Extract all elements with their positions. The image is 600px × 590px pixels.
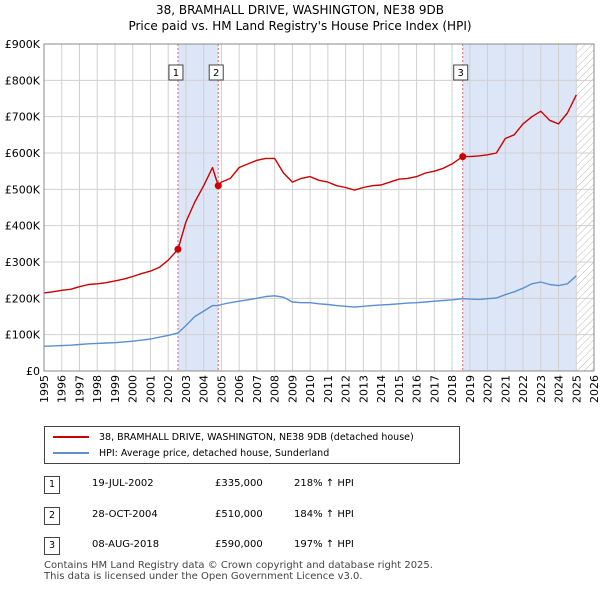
x-tick-label: 2025 [570, 375, 583, 403]
transaction-hpi-change: 197% ↑ HPI [294, 539, 354, 550]
y-tick-label: £300K [5, 256, 41, 269]
x-tick-label: 2009 [286, 375, 299, 403]
x-tick-label: 2022 [517, 375, 530, 403]
x-tick-label: 2018 [446, 375, 459, 403]
legend-swatch-hpi [53, 452, 89, 454]
y-tick-label: £0 [26, 365, 40, 378]
shaded-range [177, 44, 219, 371]
x-tick-label: 2001 [144, 375, 157, 403]
marker-label-box [453, 64, 469, 81]
x-tick-label: 2024 [553, 375, 566, 403]
x-tick-label: 1995 [38, 375, 51, 403]
price-chart: 1 2 3 £0 £100K £200K £300K £400K £500K £600K £700… [5, 38, 600, 403]
footer-attribution: Contains HM Land Registry data © Crown c… [44, 560, 433, 582]
legend-item-hpi: HPI: Average price, detached house, Sund… [53, 446, 329, 460]
transaction-price: £510,000 [215, 509, 263, 520]
x-tick-label: 2026 [588, 375, 600, 403]
y-tick-label: £400K [5, 220, 41, 233]
y-tick-label: £900K [5, 38, 41, 51]
x-tick-label: 2012 [340, 375, 353, 403]
chart-subtitle: Price paid vs. HM Land Registry's House … [128, 19, 472, 33]
legend-swatch-property [53, 436, 89, 438]
transaction-price: £335,000 [215, 478, 263, 489]
x-tick-label: 2011 [322, 375, 335, 403]
forecast-hatch [576, 44, 594, 371]
sale-point [174, 245, 182, 253]
transaction-number-badge: 1 [44, 476, 60, 494]
plot-border [43, 43, 595, 372]
hpi-line [43, 275, 577, 347]
marker-label-box [208, 64, 224, 81]
transaction-number-badge: 2 [44, 507, 60, 525]
x-tick-label: 2010 [304, 375, 317, 403]
transaction-row: 1 19-JUL-2002 £335,000 218% ↑ HPI [42, 476, 442, 494]
property-price-line [43, 94, 577, 294]
legend-label-property: 38, BRAMHALL DRIVE, WASHINGTON, NE38 9DB… [99, 431, 414, 443]
transaction-hpi-change: 184% ↑ HPI [294, 509, 354, 520]
x-tick-label: 2020 [482, 375, 495, 403]
marker-label-box [168, 64, 184, 81]
x-tick-label: 2007 [251, 375, 264, 403]
x-tick-label: 2004 [198, 375, 211, 403]
shaded-range [462, 44, 577, 371]
transaction-number-badge: 3 [44, 537, 60, 555]
transaction-row: 3 08-AUG-2018 £590,000 197% ↑ HPI [42, 537, 442, 555]
marker-label: 3 [458, 68, 464, 79]
x-tick-label: 1998 [91, 375, 104, 403]
transaction-hpi-change: 218% ↑ HPI [294, 478, 354, 489]
x-tick-label: 2021 [499, 375, 512, 403]
transaction-date: 28-OCT-2004 [92, 509, 158, 520]
legend-label-hpi: HPI: Average price, detached house, Sund… [99, 447, 330, 459]
marker-label: 2 [213, 68, 219, 79]
x-tick-label: 1996 [56, 375, 69, 403]
y-tick-label: £100K [5, 329, 41, 342]
x-tick-label: 2015 [393, 375, 406, 403]
y-tick-label: £600K [5, 147, 41, 160]
x-tick-label: 1997 [73, 375, 86, 403]
transaction-date: 08-AUG-2018 [92, 539, 160, 550]
marker-label: 1 [173, 68, 179, 79]
x-tick-label: 2003 [180, 375, 193, 403]
x-tick-label: 2013 [357, 375, 370, 403]
x-tick-label: 2023 [535, 375, 548, 403]
transaction-price: £590,000 [215, 539, 263, 550]
x-tick-label: 2005 [215, 375, 228, 403]
legend-item-property: 38, BRAMHALL DRIVE, WASHINGTON, NE38 9DB… [53, 430, 414, 444]
x-tick-label: 2017 [428, 375, 441, 403]
footer-line-copyright: Contains HM Land Registry data © Crown c… [44, 560, 433, 571]
y-tick-label: £700K [5, 111, 41, 124]
y-tick-label: £200K [5, 292, 41, 305]
x-tick-label: 2002 [162, 375, 175, 403]
sale-point [214, 182, 222, 190]
x-tick-label: 2000 [127, 375, 140, 403]
x-tick-label: 2016 [411, 375, 424, 403]
footer-line-licence: This data is licensed under the Open Gov… [44, 571, 363, 582]
transaction-date: 19-JUL-2002 [92, 478, 154, 489]
transaction-row: 2 28-OCT-2004 £510,000 184% ↑ HPI [42, 507, 442, 525]
x-tick-label: 2014 [375, 375, 388, 403]
y-tick-label: £500K [5, 183, 41, 196]
x-tick-label: 2019 [464, 375, 477, 403]
chart-legend: 38, BRAMHALL DRIVE, WASHINGTON, NE38 9DB… [44, 426, 460, 464]
x-tick-label: 2006 [233, 375, 246, 403]
y-tick-label: £800K [5, 74, 41, 87]
x-tick-label: 1999 [109, 375, 122, 403]
x-tick-label: 2008 [269, 375, 282, 403]
sale-point [459, 153, 467, 161]
chart-title: 38, BRAMHALL DRIVE, WASHINGTON, NE38 9DB [155, 3, 445, 17]
